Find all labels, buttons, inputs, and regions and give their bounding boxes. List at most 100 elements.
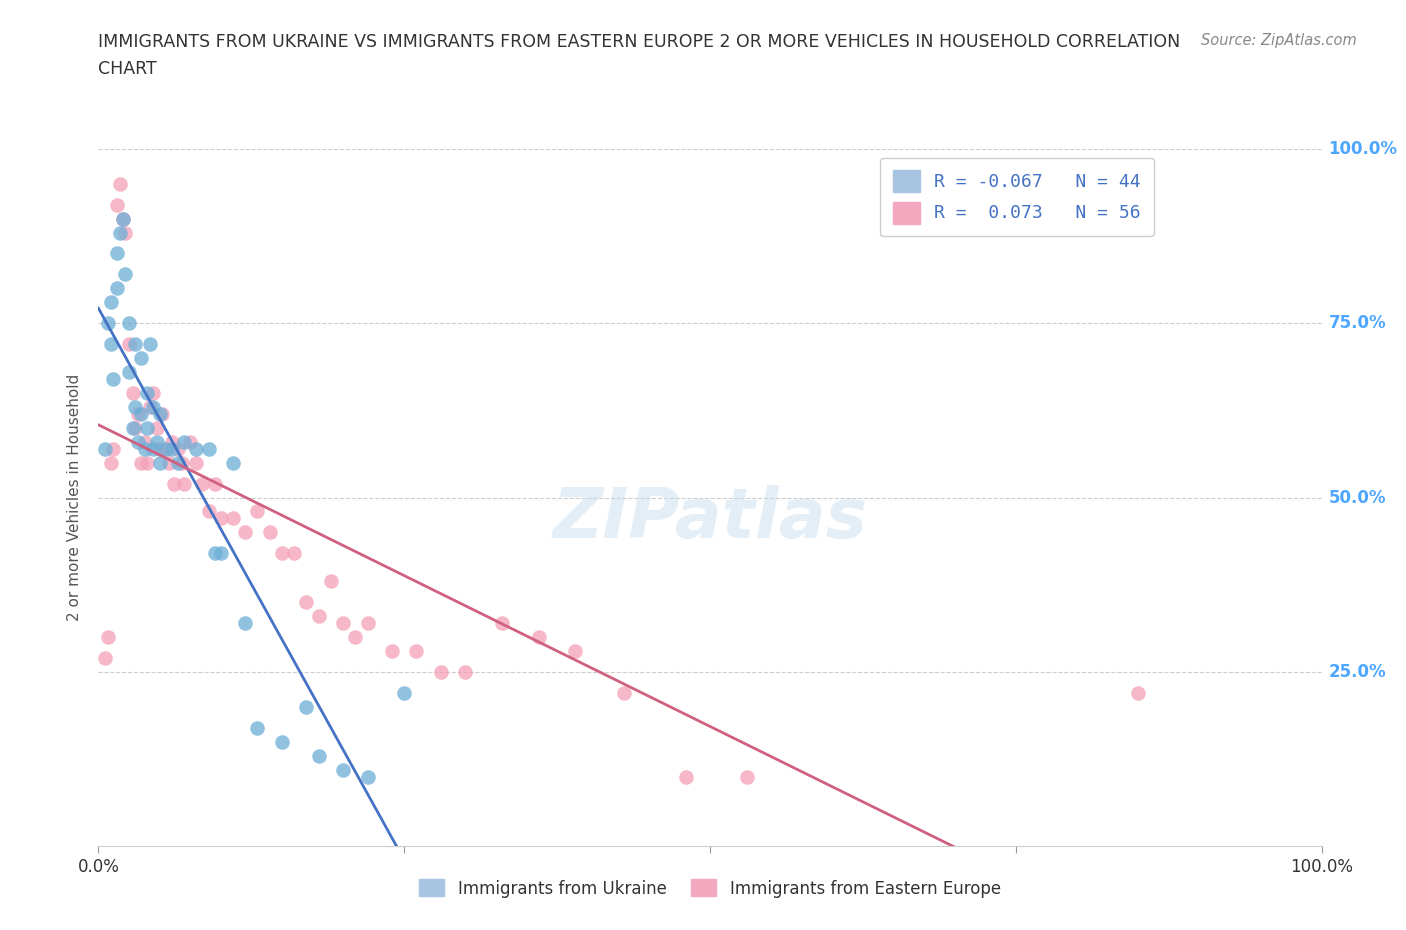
Point (157, 456, 180, 471)
Point (129, 456, 152, 471)
Point (97, 316, 120, 331)
Point (246, 720, 269, 735)
Point (93, 651, 115, 666)
Point (270, 546, 294, 561)
Point (197, 442, 219, 457)
Point (142, 400, 165, 415)
Text: 75.0%: 75.0% (1329, 314, 1386, 332)
Point (204, 546, 226, 561)
Point (209, 546, 232, 561)
Point (270, 735, 294, 750)
Point (142, 442, 165, 457)
Point (100, 337, 122, 352)
Point (101, 371, 124, 387)
Point (134, 442, 156, 457)
Text: CHART: CHART (98, 60, 157, 78)
Point (405, 644, 427, 658)
Point (118, 337, 141, 352)
Point (613, 685, 636, 700)
Point (197, 504, 219, 519)
Point (167, 442, 190, 457)
Point (100, 456, 122, 471)
Point (121, 386, 143, 401)
Point (173, 476, 195, 491)
Point (204, 476, 226, 491)
Point (179, 434, 201, 449)
Point (527, 630, 550, 644)
Point (454, 665, 477, 680)
Point (283, 546, 305, 561)
Point (105, 281, 128, 296)
Point (136, 420, 159, 435)
Point (110, 177, 132, 192)
Text: Source: ZipAtlas.com: Source: ZipAtlas.com (1201, 33, 1357, 47)
Point (186, 456, 208, 471)
Point (150, 406, 173, 421)
Point (170, 456, 193, 471)
Point (124, 337, 146, 352)
Point (675, 769, 697, 784)
Point (222, 512, 245, 526)
Point (149, 456, 172, 471)
Point (93, 442, 115, 457)
Point (127, 406, 149, 421)
Point (344, 630, 367, 644)
Point (146, 434, 169, 449)
Point (209, 512, 232, 526)
Text: 100.0%: 100.0% (1329, 140, 1398, 158)
Point (100, 295, 122, 310)
Point (118, 365, 141, 379)
Point (246, 504, 269, 519)
Point (114, 267, 136, 282)
Text: IMMIGRANTS FROM UKRAINE VS IMMIGRANTS FROM EASTERN EUROPE 2 OR MORE VEHICLES IN : IMMIGRANTS FROM UKRAINE VS IMMIGRANTS FR… (98, 33, 1181, 50)
Point (392, 685, 416, 700)
Point (127, 434, 149, 449)
Point (332, 616, 354, 631)
Point (121, 420, 143, 435)
Point (146, 420, 169, 435)
Point (430, 665, 453, 680)
Point (114, 225, 136, 240)
Point (319, 574, 342, 589)
Point (233, 616, 256, 631)
Point (295, 595, 318, 610)
Point (139, 400, 162, 415)
Legend: Immigrants from Ukraine, Immigrants from Eastern Europe: Immigrants from Ukraine, Immigrants from… (412, 872, 1008, 904)
Point (142, 386, 165, 401)
Point (308, 748, 330, 763)
Point (186, 442, 208, 457)
Point (160, 442, 183, 457)
Point (564, 644, 586, 658)
Point (233, 525, 256, 540)
Point (356, 769, 378, 784)
Point (356, 616, 378, 631)
Point (124, 400, 146, 415)
Point (735, 769, 758, 784)
Text: 25.0%: 25.0% (1329, 663, 1386, 681)
Point (191, 476, 214, 491)
Point (105, 197, 128, 212)
Point (149, 442, 172, 457)
Point (136, 456, 159, 471)
Point (129, 351, 152, 365)
Point (1128, 685, 1150, 700)
Point (160, 434, 183, 449)
Point (222, 456, 245, 471)
Point (111, 211, 134, 226)
Point (136, 386, 159, 401)
Point (332, 763, 354, 777)
Point (381, 644, 404, 658)
Point (163, 476, 186, 491)
Point (173, 434, 195, 449)
Point (124, 420, 146, 435)
Y-axis label: 2 or more Vehicles in Household: 2 or more Vehicles in Household (67, 374, 83, 621)
Point (111, 211, 134, 226)
Text: ZIPatlas: ZIPatlas (553, 485, 868, 552)
Point (97, 630, 120, 644)
Point (139, 337, 162, 352)
Point (118, 316, 141, 331)
Point (149, 406, 172, 421)
Point (134, 434, 156, 449)
Point (167, 456, 190, 471)
Point (129, 406, 152, 421)
